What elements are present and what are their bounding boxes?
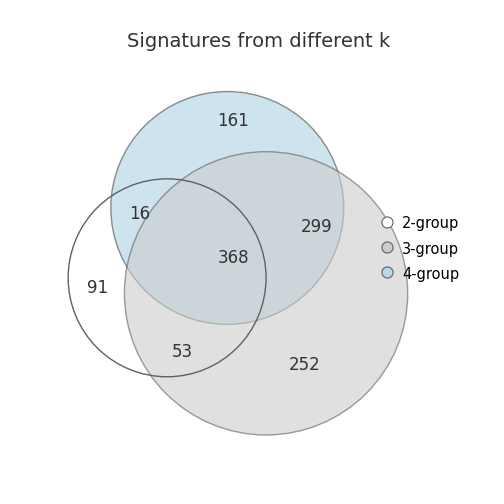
Text: 91: 91	[87, 279, 108, 296]
Text: 252: 252	[289, 356, 321, 374]
Title: Signatures from different k: Signatures from different k	[127, 32, 390, 50]
Text: 16: 16	[130, 205, 151, 223]
Text: 53: 53	[172, 343, 193, 360]
Text: 161: 161	[217, 111, 249, 130]
Circle shape	[111, 92, 344, 325]
Text: 368: 368	[217, 249, 249, 268]
Text: 299: 299	[301, 218, 332, 236]
Legend: 2-group, 3-group, 4-group: 2-group, 3-group, 4-group	[380, 215, 459, 283]
Circle shape	[124, 152, 408, 435]
